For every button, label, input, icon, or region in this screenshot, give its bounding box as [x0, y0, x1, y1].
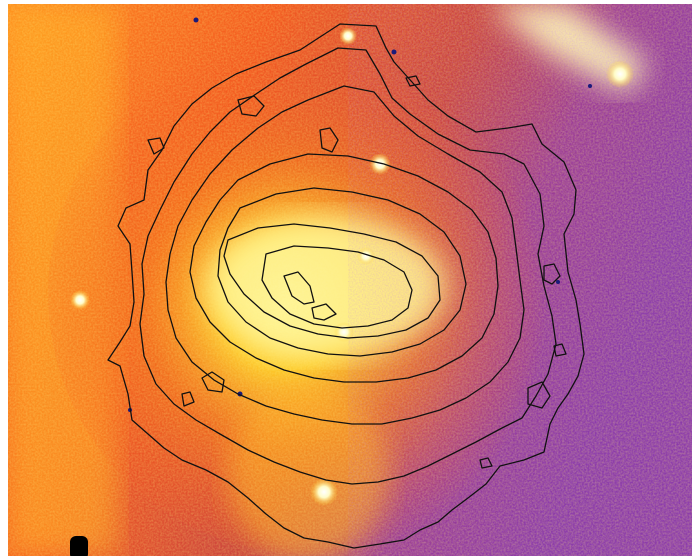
- contour-level-1: [107, 23, 585, 549]
- edge-artifact: [70, 536, 88, 556]
- contour-level-2: [139, 47, 557, 485]
- star-source: [369, 153, 391, 175]
- contour-island: [405, 75, 421, 87]
- dark-source: [556, 280, 560, 284]
- contour-level-3: [165, 85, 525, 425]
- contour-island: [527, 381, 551, 409]
- contour-island: [319, 127, 339, 153]
- contour-level-5: [217, 187, 467, 357]
- contour-island: [181, 391, 195, 407]
- contour-island: [147, 137, 165, 155]
- dark-source: [588, 84, 592, 88]
- contour-level-9: [311, 303, 337, 321]
- contour-island: [543, 263, 561, 285]
- star-source: [70, 290, 90, 310]
- false-color-map: [8, 4, 692, 556]
- contour-island: [553, 343, 567, 357]
- contour-island: [201, 371, 225, 393]
- contour-level-7: [261, 245, 413, 329]
- contour-level-6: [223, 223, 441, 339]
- star-source: [334, 322, 354, 342]
- contour-level-8: [283, 271, 315, 305]
- star-source: [357, 247, 375, 265]
- contour-level-4: [189, 153, 499, 383]
- dark-source: [391, 49, 397, 55]
- star-source: [310, 478, 338, 506]
- star-source: [339, 27, 357, 45]
- dark-source: [193, 17, 199, 23]
- contour-island: [479, 457, 493, 469]
- star-source: [606, 60, 634, 88]
- contour-island: [237, 95, 265, 117]
- contour-set: [107, 23, 585, 549]
